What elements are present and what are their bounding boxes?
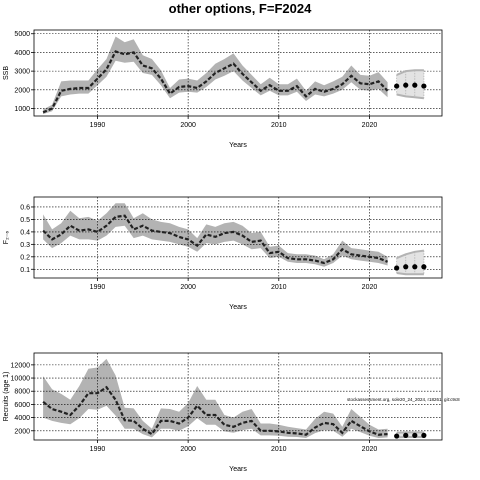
projection-point — [421, 83, 427, 89]
y-tick-label: 8000 — [14, 389, 30, 396]
x-axis-label: Years — [229, 466, 247, 473]
projection-upper-bound — [396, 249, 425, 260]
projection-lower-bound — [396, 93, 424, 100]
projection-point — [403, 82, 409, 88]
y-tick-label: 0.5 — [20, 217, 30, 224]
x-tick-label: 2010 — [271, 446, 287, 453]
y-axis-label: SSB — [3, 66, 10, 80]
y-axis-label: F₂₋₆ — [3, 231, 10, 245]
estimate-line — [42, 214, 389, 265]
estimate-line — [42, 385, 388, 436]
x-tick-label: 2010 — [271, 284, 287, 291]
plot-frame — [33, 29, 443, 117]
x-tick-label: 1990 — [90, 122, 106, 129]
x-tick-label: 2020 — [362, 446, 378, 453]
y-tick-label: 12000 — [11, 362, 31, 369]
x-tick-label: 2000 — [180, 122, 196, 129]
y-tick-label: 2000 — [14, 428, 30, 435]
plot-frame — [33, 196, 443, 279]
figure-title: other options, F=F2024 — [169, 1, 312, 16]
projection-lower-bound — [396, 272, 424, 276]
projection-point — [403, 432, 409, 438]
y-tick-label: 0.6 — [20, 204, 30, 211]
confidence-band — [43, 203, 388, 267]
y-tick-label: 4000 — [14, 50, 30, 57]
y-axis-label: Recruits (age 1) — [3, 372, 10, 422]
panel-1: 1990 2000 2010 2020 1000 2000 3000 4000 5000 Year… — [3, 29, 443, 149]
x-tick-label: 1990 — [90, 284, 106, 291]
projection-point — [403, 264, 409, 270]
y-tick-label: 6000 — [14, 402, 30, 409]
x-axis-label: Years — [229, 142, 247, 149]
y-tick-label: 3000 — [14, 69, 30, 76]
projection-band — [396, 250, 424, 275]
confidence-band — [43, 358, 388, 438]
x-tick-label: 2000 — [180, 446, 196, 453]
plot-frame — [33, 352, 443, 441]
projection-band — [396, 70, 424, 99]
x-tick-label: 2010 — [271, 122, 287, 129]
x-axis-label: Years — [229, 304, 247, 311]
projection-upper-bound — [396, 69, 424, 76]
y-tick-label: 0.3 — [20, 242, 30, 249]
y-tick-label: 0.1 — [20, 267, 30, 274]
y-tick-label: 4000 — [14, 415, 30, 422]
projection-point — [421, 432, 427, 438]
x-tick-label: 1990 — [90, 446, 106, 453]
y-tick-label: 5000 — [14, 31, 30, 38]
projection-point — [412, 264, 418, 270]
panel-2: 1990 2000 2010 2020 0.1 0.2 0.3 0.4 0.5 0.6 Years F… — [3, 196, 443, 311]
projection-point — [421, 264, 427, 270]
y-tick-label: 2000 — [14, 87, 30, 94]
projection-point — [394, 83, 400, 89]
estimate-line — [42, 50, 389, 114]
footnote: stockassessment.org, sole20_24_2024, r18… — [347, 397, 460, 402]
confidence-band — [43, 36, 388, 115]
x-tick-label: 2020 — [362, 122, 378, 129]
y-tick-label: 10000 — [11, 376, 31, 383]
projection-point — [394, 265, 400, 271]
projection-point — [412, 432, 418, 438]
x-tick-label: 2000 — [180, 284, 196, 291]
projection-point — [412, 82, 418, 88]
panel-3: 1990 2000 2010 2020 2000 4000 6000 8000 10000 120… — [3, 352, 443, 473]
x-tick-label: 2020 — [362, 284, 378, 291]
projection-point — [394, 433, 400, 439]
y-tick-label: 0.4 — [20, 229, 30, 236]
y-tick-label: 1000 — [14, 106, 30, 113]
y-tick-label: 0.2 — [20, 254, 30, 261]
